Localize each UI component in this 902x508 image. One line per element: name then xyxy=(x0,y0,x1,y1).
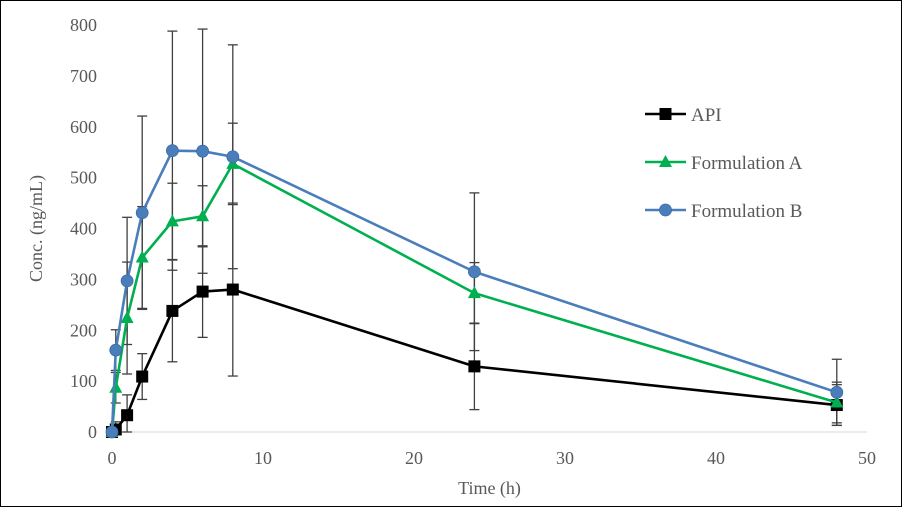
data-point-formulation-a xyxy=(109,380,123,393)
data-point-api xyxy=(166,304,179,317)
y-axis-title: Conc. (ng/mL) xyxy=(26,175,47,282)
y-tick-label: 800 xyxy=(70,15,97,35)
legend-label-formulation-a: Formulation A xyxy=(691,153,803,174)
legend-marker-api xyxy=(659,108,672,120)
data-point-formulation-a xyxy=(165,214,179,227)
series-formulation-b xyxy=(105,144,844,439)
data-point-api xyxy=(136,370,149,383)
data-point-formulation-b xyxy=(196,144,210,158)
x-tick-label: 40 xyxy=(707,448,725,468)
data-point-formulation-b xyxy=(830,385,844,399)
y-tick-label: 0 xyxy=(88,422,97,442)
data-point-formulation-b xyxy=(109,343,123,357)
y-tick-label: 200 xyxy=(70,320,97,340)
data-point-api xyxy=(226,283,239,296)
data-point-formulation-b xyxy=(105,425,119,439)
x-tick-label: 20 xyxy=(405,448,423,468)
data-point-api xyxy=(468,360,481,373)
data-point-formulation-b xyxy=(135,206,149,220)
data-point-formulation-a xyxy=(120,311,134,324)
x-tick-label: 30 xyxy=(556,448,574,468)
data-point-api xyxy=(121,409,134,422)
legend-label-formulation-b: Formulation B xyxy=(691,201,802,222)
x-tick-label: 10 xyxy=(254,448,272,468)
y-tick-label: 600 xyxy=(70,117,97,137)
legend-marker-formulation-a xyxy=(659,155,672,167)
data-point-api xyxy=(196,285,209,298)
x-axis-title: Time (h) xyxy=(458,478,521,499)
y-tick-label: 300 xyxy=(70,269,97,289)
x-tick-label: 50 xyxy=(858,448,876,468)
legend-marker-formulation-b xyxy=(659,203,672,217)
error-bars-api xyxy=(110,202,842,433)
data-point-formulation-a xyxy=(830,395,844,408)
data-point-formulation-b xyxy=(165,144,179,158)
data-point-formulation-a xyxy=(196,209,210,222)
data-point-formulation-a xyxy=(467,286,481,299)
y-tick-label: 400 xyxy=(70,219,97,239)
legend: API Formulation A Formulation B xyxy=(645,105,803,222)
data-point-formulation-b xyxy=(226,150,240,164)
legend-label-api: API xyxy=(691,105,722,126)
data-point-formulation-a xyxy=(135,250,149,263)
x-tick-label: 0 xyxy=(108,448,117,468)
y-tick-label: 500 xyxy=(70,168,97,188)
data-point-formulation-b xyxy=(467,265,481,279)
y-tick-label: 100 xyxy=(70,371,97,391)
data-point-formulation-b xyxy=(120,274,134,288)
y-tick-label: 700 xyxy=(70,66,97,86)
